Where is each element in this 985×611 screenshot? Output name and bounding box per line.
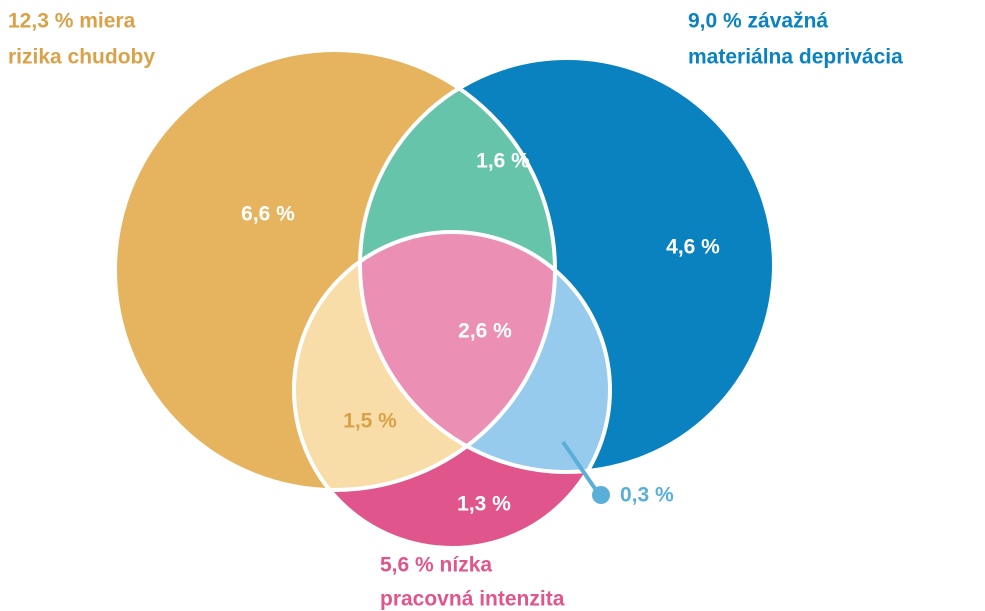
title-c: 5,6 % nízka — [380, 554, 492, 577]
title-c: pracovná intenzita — [380, 588, 565, 611]
region-label: 6,6 % — [241, 203, 295, 226]
region-label: 1,5 % — [343, 410, 397, 433]
outline-c — [292, 230, 612, 550]
region-label: 2,6 % — [458, 320, 512, 343]
title-a: 12,3 % miera — [8, 10, 136, 33]
region-label: 1,6 % — [476, 150, 530, 173]
region-a-b-c — [360, 232, 555, 472]
outline-b — [358, 56, 776, 474]
region-label: 1,3 % — [457, 493, 511, 516]
title-b: materiálna deprivácia — [688, 46, 903, 69]
region-label: 4,6 % — [666, 236, 720, 259]
callout-dot — [592, 486, 610, 504]
region-label: 0,3 % — [620, 484, 674, 507]
callout-line — [561, 440, 600, 495]
title-a: rizika chudoby — [8, 46, 155, 69]
title-b: 9,0 % závažná — [688, 10, 828, 33]
